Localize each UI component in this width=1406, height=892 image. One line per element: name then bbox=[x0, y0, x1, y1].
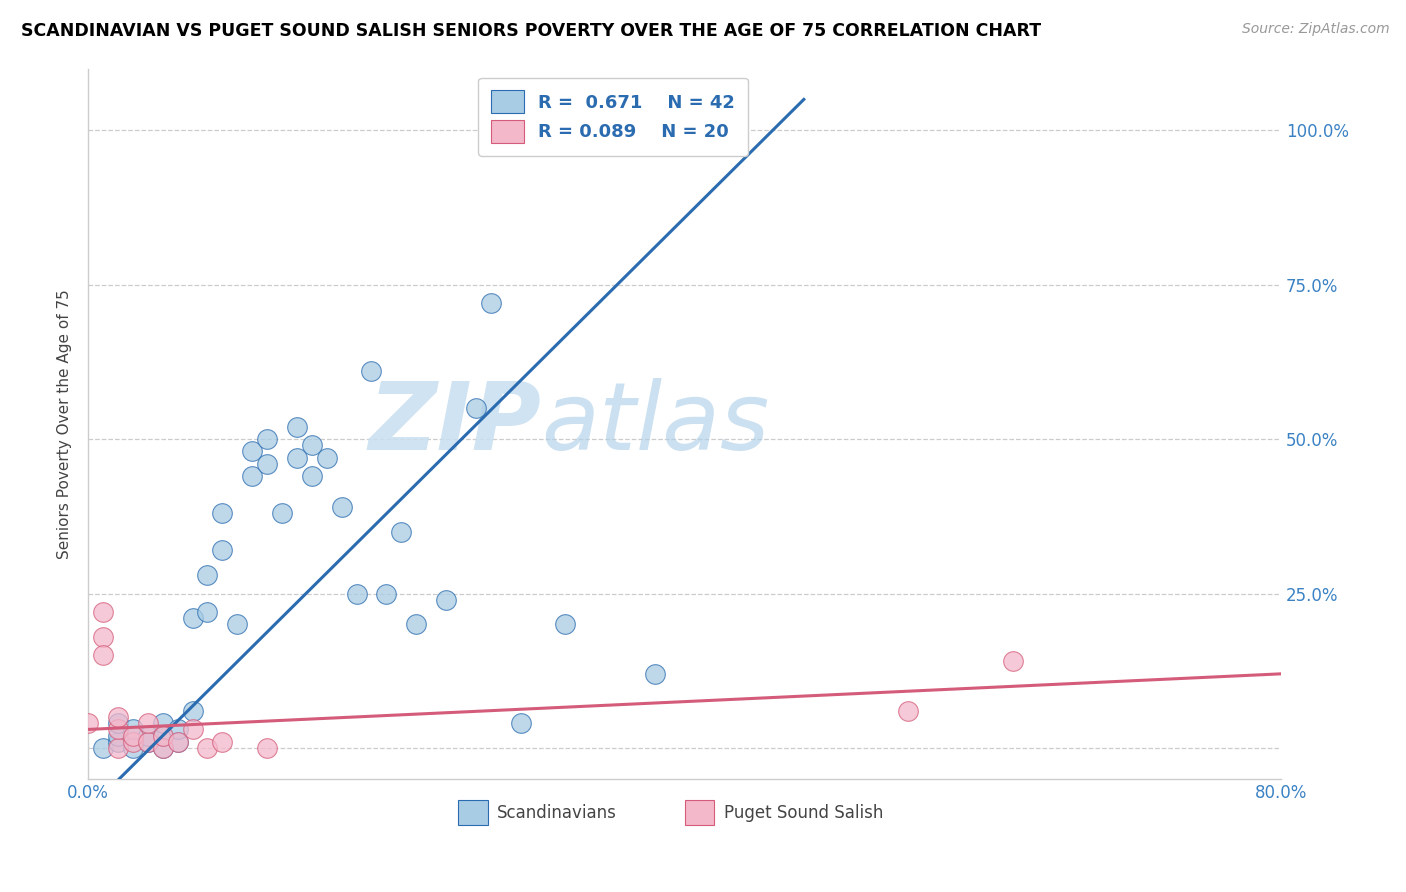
Point bbox=[181, 723, 204, 737]
Point bbox=[464, 401, 486, 416]
Point bbox=[509, 716, 531, 731]
Point bbox=[479, 296, 502, 310]
Point bbox=[181, 611, 204, 625]
Point bbox=[152, 729, 174, 743]
Point bbox=[122, 735, 145, 749]
Point bbox=[271, 506, 294, 520]
Point bbox=[122, 723, 145, 737]
Point bbox=[166, 723, 188, 737]
Point bbox=[197, 568, 219, 582]
Point bbox=[434, 592, 457, 607]
Point bbox=[389, 524, 412, 539]
Point bbox=[375, 586, 398, 600]
Text: atlas: atlas bbox=[541, 378, 769, 469]
Point bbox=[152, 716, 174, 731]
Point bbox=[554, 617, 576, 632]
Point bbox=[315, 450, 337, 465]
Point bbox=[197, 741, 219, 756]
Text: SCANDINAVIAN VS PUGET SOUND SALISH SENIORS POVERTY OVER THE AGE OF 75 CORRELATIO: SCANDINAVIAN VS PUGET SOUND SALISH SENIO… bbox=[21, 22, 1042, 40]
Point bbox=[1001, 655, 1024, 669]
Point bbox=[107, 729, 129, 743]
Text: Source: ZipAtlas.com: Source: ZipAtlas.com bbox=[1241, 22, 1389, 37]
Point bbox=[226, 617, 249, 632]
Point bbox=[91, 630, 114, 644]
Point bbox=[256, 457, 278, 471]
Point bbox=[211, 506, 233, 520]
Point bbox=[256, 741, 278, 756]
Point bbox=[285, 419, 308, 434]
Point bbox=[107, 741, 129, 756]
FancyBboxPatch shape bbox=[458, 800, 488, 825]
Y-axis label: Seniors Poverty Over the Age of 75: Seniors Poverty Over the Age of 75 bbox=[58, 289, 72, 558]
Point bbox=[152, 729, 174, 743]
Point bbox=[122, 729, 145, 743]
Point bbox=[197, 605, 219, 619]
Text: ZIP: ZIP bbox=[368, 377, 541, 470]
FancyBboxPatch shape bbox=[685, 800, 714, 825]
Point bbox=[107, 735, 129, 749]
Point bbox=[256, 432, 278, 446]
Point bbox=[107, 716, 129, 731]
Point bbox=[136, 729, 159, 743]
Point bbox=[181, 704, 204, 718]
Point bbox=[136, 716, 159, 731]
Point bbox=[107, 710, 129, 724]
Point bbox=[301, 438, 323, 452]
Point bbox=[285, 450, 308, 465]
Point bbox=[301, 469, 323, 483]
Point bbox=[240, 444, 263, 458]
Text: Scandinavians: Scandinavians bbox=[498, 804, 617, 822]
Point bbox=[91, 605, 114, 619]
Point bbox=[107, 723, 129, 737]
Point bbox=[91, 648, 114, 663]
Point bbox=[152, 741, 174, 756]
Point bbox=[644, 666, 666, 681]
Point bbox=[152, 741, 174, 756]
Legend: R =  0.671    N = 42, R = 0.089    N = 20: R = 0.671 N = 42, R = 0.089 N = 20 bbox=[478, 78, 748, 155]
Point bbox=[91, 741, 114, 756]
Point bbox=[166, 735, 188, 749]
Point bbox=[166, 735, 188, 749]
Point bbox=[136, 735, 159, 749]
Point bbox=[136, 735, 159, 749]
Point bbox=[360, 364, 382, 378]
Point bbox=[122, 741, 145, 756]
Point bbox=[897, 704, 920, 718]
Point bbox=[346, 586, 368, 600]
Point bbox=[77, 716, 100, 731]
Point bbox=[405, 617, 427, 632]
Point bbox=[240, 469, 263, 483]
Point bbox=[211, 543, 233, 558]
Point bbox=[330, 500, 353, 514]
Point bbox=[211, 735, 233, 749]
Text: Puget Sound Salish: Puget Sound Salish bbox=[724, 804, 883, 822]
